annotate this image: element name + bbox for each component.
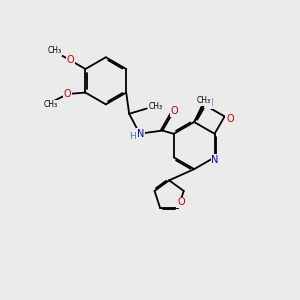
Text: O: O	[64, 89, 72, 99]
Text: CH₃: CH₃	[48, 46, 62, 55]
Text: N: N	[212, 155, 219, 165]
Text: O: O	[170, 106, 178, 116]
Text: N: N	[206, 98, 213, 108]
Text: CH₃: CH₃	[43, 100, 58, 109]
Text: O: O	[226, 114, 234, 124]
Text: CH₃: CH₃	[148, 102, 163, 111]
Text: O: O	[66, 55, 74, 65]
Text: CH₃: CH₃	[197, 96, 211, 105]
Text: H: H	[129, 132, 136, 141]
Text: N: N	[137, 128, 145, 139]
Text: O: O	[177, 197, 185, 207]
